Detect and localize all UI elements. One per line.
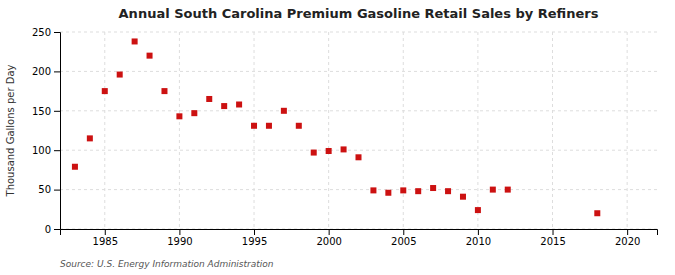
point (370, 187, 376, 193)
tick: 150 (32, 106, 60, 117)
tick: 250 (32, 27, 60, 38)
chart: 1985 1990 1995 2000 2005 2010 2015 2020 0 50 100 15… (0, 0, 675, 275)
tick-mark (403, 229, 404, 235)
tick-label: 2005 (391, 236, 416, 247)
point (475, 207, 481, 213)
point (251, 123, 257, 129)
grid-line (60, 110, 657, 111)
y-axis: 0 50 100 150 200 250 (32, 27, 61, 235)
grid-line (477, 32, 478, 229)
grid-line (627, 32, 628, 229)
tick: 2000 (316, 229, 341, 247)
point (385, 190, 391, 196)
grid-line (254, 32, 255, 229)
tick-label: 2000 (316, 236, 341, 247)
y-axis-label: Thousand Gallons per Day (5, 64, 16, 197)
grid-line (60, 71, 657, 72)
axis-line (61, 230, 658, 236)
point (176, 113, 182, 119)
tick: 200 (32, 66, 60, 77)
point (505, 187, 511, 193)
tick: 2020 (615, 229, 640, 247)
point (296, 123, 302, 129)
title: Annual South Carolina Premium Gasoline R… (119, 6, 599, 21)
point (594, 210, 600, 216)
grid-line (552, 32, 553, 229)
point (72, 164, 78, 170)
point (341, 146, 347, 152)
point (191, 110, 197, 116)
point (236, 101, 242, 107)
point (430, 185, 436, 191)
point (206, 96, 212, 102)
grid-line (60, 189, 657, 190)
tick-label: 250 (32, 27, 51, 38)
grid-line (403, 32, 404, 229)
tick-mark (105, 229, 106, 235)
point (490, 187, 496, 193)
tick: 100 (32, 145, 60, 156)
tick-label: 2020 (615, 236, 640, 247)
point (132, 38, 138, 44)
point (356, 154, 362, 160)
tick-mark (54, 111, 60, 112)
point (415, 188, 421, 194)
point (87, 135, 93, 141)
point (221, 103, 227, 109)
tick-label: 150 (32, 106, 51, 117)
tick: 0 (45, 224, 60, 235)
points (72, 38, 600, 216)
tick: 1985 (93, 229, 118, 247)
tick-label: 2010 (466, 236, 491, 247)
tick-mark (54, 32, 60, 33)
point (161, 88, 167, 94)
grid-line (328, 32, 329, 229)
grid-line (60, 150, 657, 151)
tick-mark (254, 229, 255, 235)
point (266, 123, 272, 129)
axis-line (54, 33, 61, 230)
tick: 1990 (167, 229, 192, 247)
source: Source: U.S. Energy Information Administ… (60, 259, 274, 269)
plot-area: 1985 1990 1995 2000 2005 2010 2015 2020 0 50 100 15… (32, 27, 658, 247)
tick-mark (627, 229, 628, 235)
tick: 50 (38, 184, 60, 195)
grid (60, 32, 657, 229)
tick-label: 2015 (540, 236, 565, 247)
tick-label: 1990 (167, 236, 192, 247)
tick-mark (54, 229, 60, 230)
point (102, 88, 108, 94)
tick-label: 0 (45, 224, 51, 235)
tick: 2005 (391, 229, 416, 247)
grid-line (104, 32, 105, 229)
tick-mark (54, 190, 60, 191)
tick-label: 1985 (93, 236, 118, 247)
tick-label: 50 (38, 184, 51, 195)
tick-mark (329, 229, 330, 235)
point (147, 53, 153, 59)
point (445, 188, 451, 194)
tick-mark (54, 150, 60, 151)
tick-mark (553, 229, 554, 235)
tick-mark (54, 71, 60, 72)
tick-label: 1995 (242, 236, 267, 247)
tick: 2010 (466, 229, 491, 247)
point (117, 72, 123, 78)
tick-label: 100 (32, 145, 51, 156)
point (281, 108, 287, 114)
tick-mark (478, 229, 479, 235)
tick: 1995 (242, 229, 267, 247)
point (326, 148, 332, 154)
tick-mark (179, 229, 180, 235)
tick: 2015 (540, 229, 565, 247)
grid-line (179, 32, 180, 229)
tick-label: 200 (32, 66, 51, 77)
x-axis: 1985 1990 1995 2000 2005 2010 2015 2020 (61, 229, 658, 247)
point (400, 187, 406, 193)
grid-line (60, 32, 657, 33)
point (311, 150, 317, 156)
point (460, 194, 466, 200)
